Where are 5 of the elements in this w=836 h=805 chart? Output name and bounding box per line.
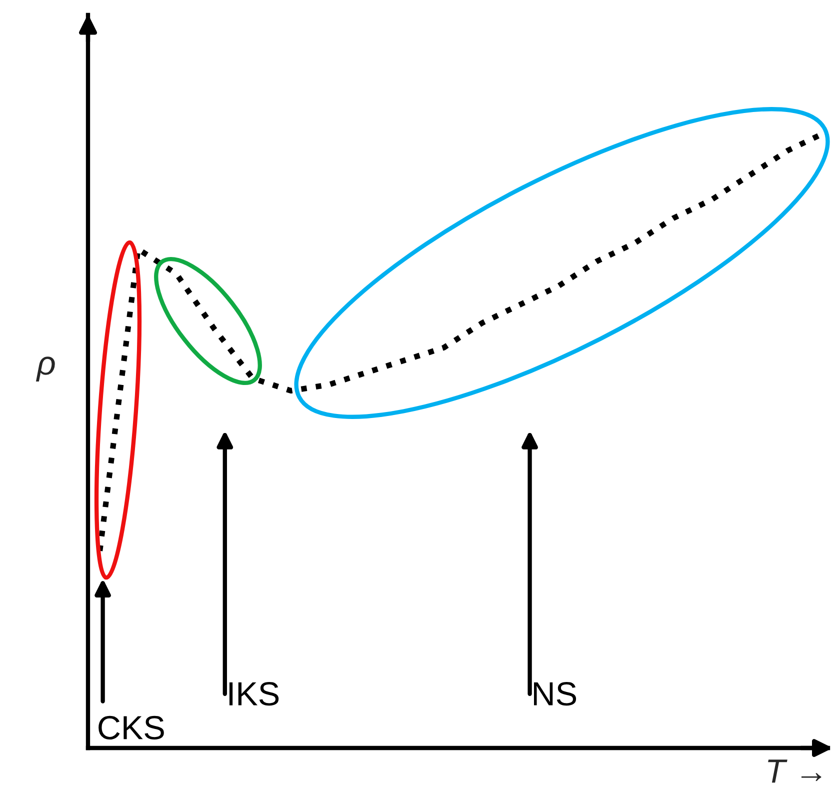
y-axis-title: ρ: [36, 356, 55, 382]
x-axis-title: T →: [768, 760, 822, 783]
annotation: IKS: [229, 682, 279, 706]
annotation: CKS: [98, 716, 164, 740]
annotation: NS: [534, 682, 576, 706]
